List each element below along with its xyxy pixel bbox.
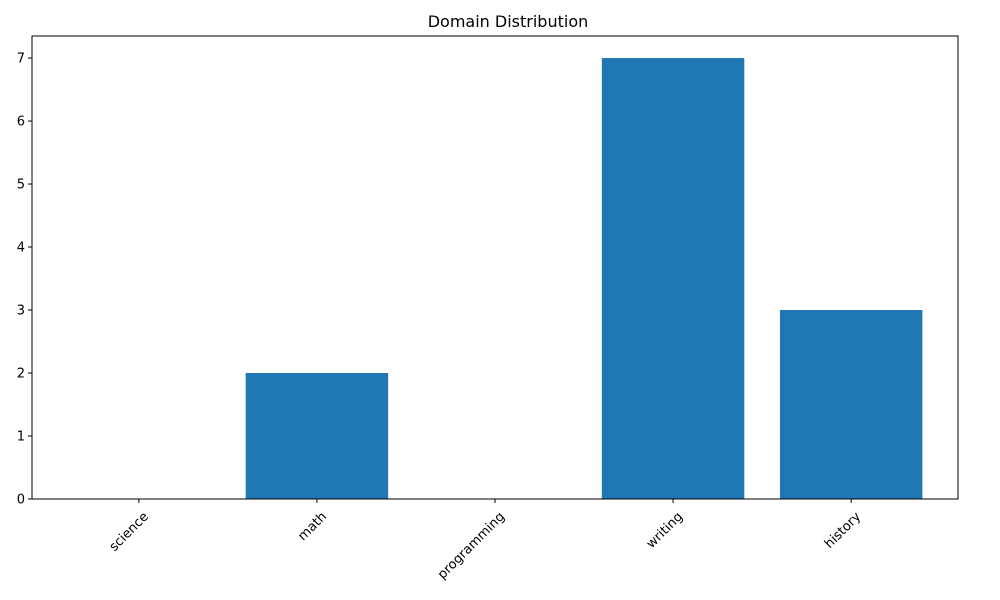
y-tick-label: 5	[17, 178, 25, 193]
x-ticks-layer: science math programming writing history	[107, 499, 864, 582]
x-tick-label-programming: programming	[435, 509, 508, 582]
x-tick-label-science: science	[107, 509, 152, 554]
bars-layer	[245, 58, 923, 500]
x-tick-label-math: math	[295, 509, 330, 544]
x-tick-label-history: history	[822, 509, 864, 551]
y-tick-label: 1	[17, 430, 25, 445]
y-tick-label: 3	[17, 304, 25, 319]
y-tick-label: 2	[17, 367, 25, 382]
y-tick-label: 4	[17, 241, 25, 256]
bar-history	[779, 310, 923, 499]
y-tick-label: 0	[17, 493, 25, 508]
y-ticks-layer: 0 1 2 3 4 5 6 7	[17, 52, 32, 508]
x-tick-label-writing: writing	[644, 509, 686, 551]
chart-title: Domain Distribution	[428, 12, 589, 31]
bar-writing	[601, 58, 745, 500]
bar-math	[245, 373, 389, 499]
y-tick-label: 6	[17, 115, 25, 130]
y-tick-label: 7	[17, 52, 25, 67]
